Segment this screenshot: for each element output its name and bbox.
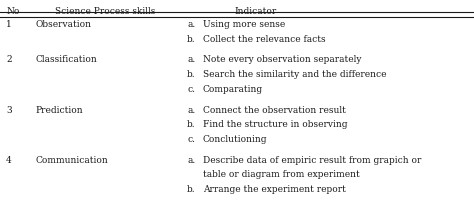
Text: Note every observation separately: Note every observation separately	[203, 55, 361, 64]
Text: c.: c.	[187, 84, 195, 93]
Text: b.: b.	[187, 184, 196, 193]
Text: Using more sense: Using more sense	[203, 20, 285, 29]
Text: Communication: Communication	[36, 155, 108, 164]
Text: c.: c.	[187, 199, 195, 200]
Text: Science Process skills: Science Process skills	[55, 7, 155, 16]
Text: 4: 4	[6, 155, 12, 164]
Text: 2: 2	[6, 55, 12, 64]
Text: 1: 1	[6, 20, 12, 29]
Text: Find the structure in observing: Find the structure in observing	[203, 120, 347, 129]
Text: Comparating: Comparating	[203, 84, 263, 93]
Text: a.: a.	[187, 20, 195, 29]
Text: No: No	[6, 7, 19, 16]
Text: Classification: Classification	[36, 55, 97, 64]
Text: table or diagram from experiment: table or diagram from experiment	[203, 169, 360, 178]
Text: c.: c.	[187, 134, 195, 143]
Text: Collect the relevance facts: Collect the relevance facts	[203, 35, 326, 44]
Text: Search the similarity and the difference: Search the similarity and the difference	[203, 70, 386, 79]
Text: Observation: Observation	[36, 20, 91, 29]
Text: 3: 3	[6, 105, 12, 114]
Text: Connect the observation result: Connect the observation result	[203, 105, 346, 114]
Text: a.: a.	[187, 155, 195, 164]
Text: Prediction: Prediction	[36, 105, 83, 114]
Text: a.: a.	[187, 55, 195, 64]
Text: b.: b.	[187, 35, 196, 44]
Text: b.: b.	[187, 120, 196, 129]
Text: Indicator: Indicator	[235, 7, 277, 16]
Text: Conclutioning: Conclutioning	[203, 134, 267, 143]
Text: a.: a.	[187, 105, 195, 114]
Text: Describe data of empiric result from grapich or: Describe data of empiric result from gra…	[203, 155, 421, 164]
Text: Explain the experiment result: Explain the experiment result	[203, 199, 340, 200]
Text: Arrange the experiment report: Arrange the experiment report	[203, 184, 346, 193]
Text: b.: b.	[187, 70, 196, 79]
